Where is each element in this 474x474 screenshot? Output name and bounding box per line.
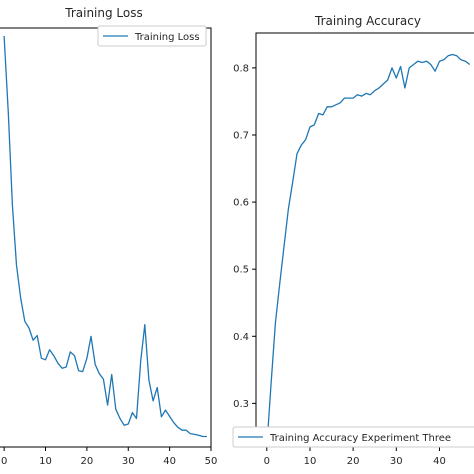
accuracy-chart: Training Accuracy 0 10 20 30 40 0.3 0.4 0.5 0.6… <box>232 14 474 467</box>
accuracy-legend-box <box>232 426 474 448</box>
accuracy-x-tick-label: 30 <box>390 456 403 467</box>
accuracy-y-tick-label: 0.8 <box>233 63 249 74</box>
loss-chart-title: Training Loss <box>64 6 142 20</box>
accuracy-legend-label: Training Accuracy Experiment Three <box>269 433 451 444</box>
loss-legend: Training Loss <box>97 25 207 47</box>
accuracy-y-ticks: 0.3 0.4 0.5 0.6 0.7 0.8 <box>233 63 256 410</box>
loss-chart: Training Loss 0 10 20 30 40 50 Training Loss <box>0 6 217 467</box>
loss-x-tick-label: 50 <box>205 456 218 467</box>
accuracy-x-tick-label: 40 <box>433 456 446 467</box>
loss-legend-label: Training Loss <box>134 32 200 43</box>
loss-chart-axes <box>0 27 212 448</box>
accuracy-x-tick-label: 0 <box>264 456 270 467</box>
accuracy-series-line <box>266 53 471 448</box>
accuracy-legend: Training Accuracy Experiment Three <box>232 426 474 448</box>
accuracy-y-tick-label: 0.5 <box>233 265 249 276</box>
accuracy-y-tick-label: 0.4 <box>233 332 249 343</box>
loss-x-tick-label: 20 <box>81 456 94 467</box>
loss-x-tick-label: 30 <box>122 456 135 467</box>
loss-x-tick-label: 10 <box>39 456 52 467</box>
accuracy-x-tick-label: 10 <box>304 456 317 467</box>
loss-x-tick-label: 0 <box>1 456 7 467</box>
accuracy-x-tick-label: 20 <box>347 456 360 467</box>
accuracy-chart-axes <box>255 32 474 448</box>
accuracy-y-tick-label: 0.3 <box>233 399 249 410</box>
accuracy-x-ticks: 0 10 20 30 40 <box>264 447 446 467</box>
loss-legend-box <box>97 25 207 47</box>
loss-series-line <box>3 35 207 438</box>
loss-x-ticks: 0 10 20 30 40 50 <box>1 447 217 467</box>
accuracy-y-tick-label: 0.6 <box>233 198 249 209</box>
loss-x-tick-label: 40 <box>163 456 176 467</box>
accuracy-chart-title: Training Accuracy <box>314 14 421 28</box>
accuracy-y-tick-label: 0.7 <box>233 130 249 141</box>
